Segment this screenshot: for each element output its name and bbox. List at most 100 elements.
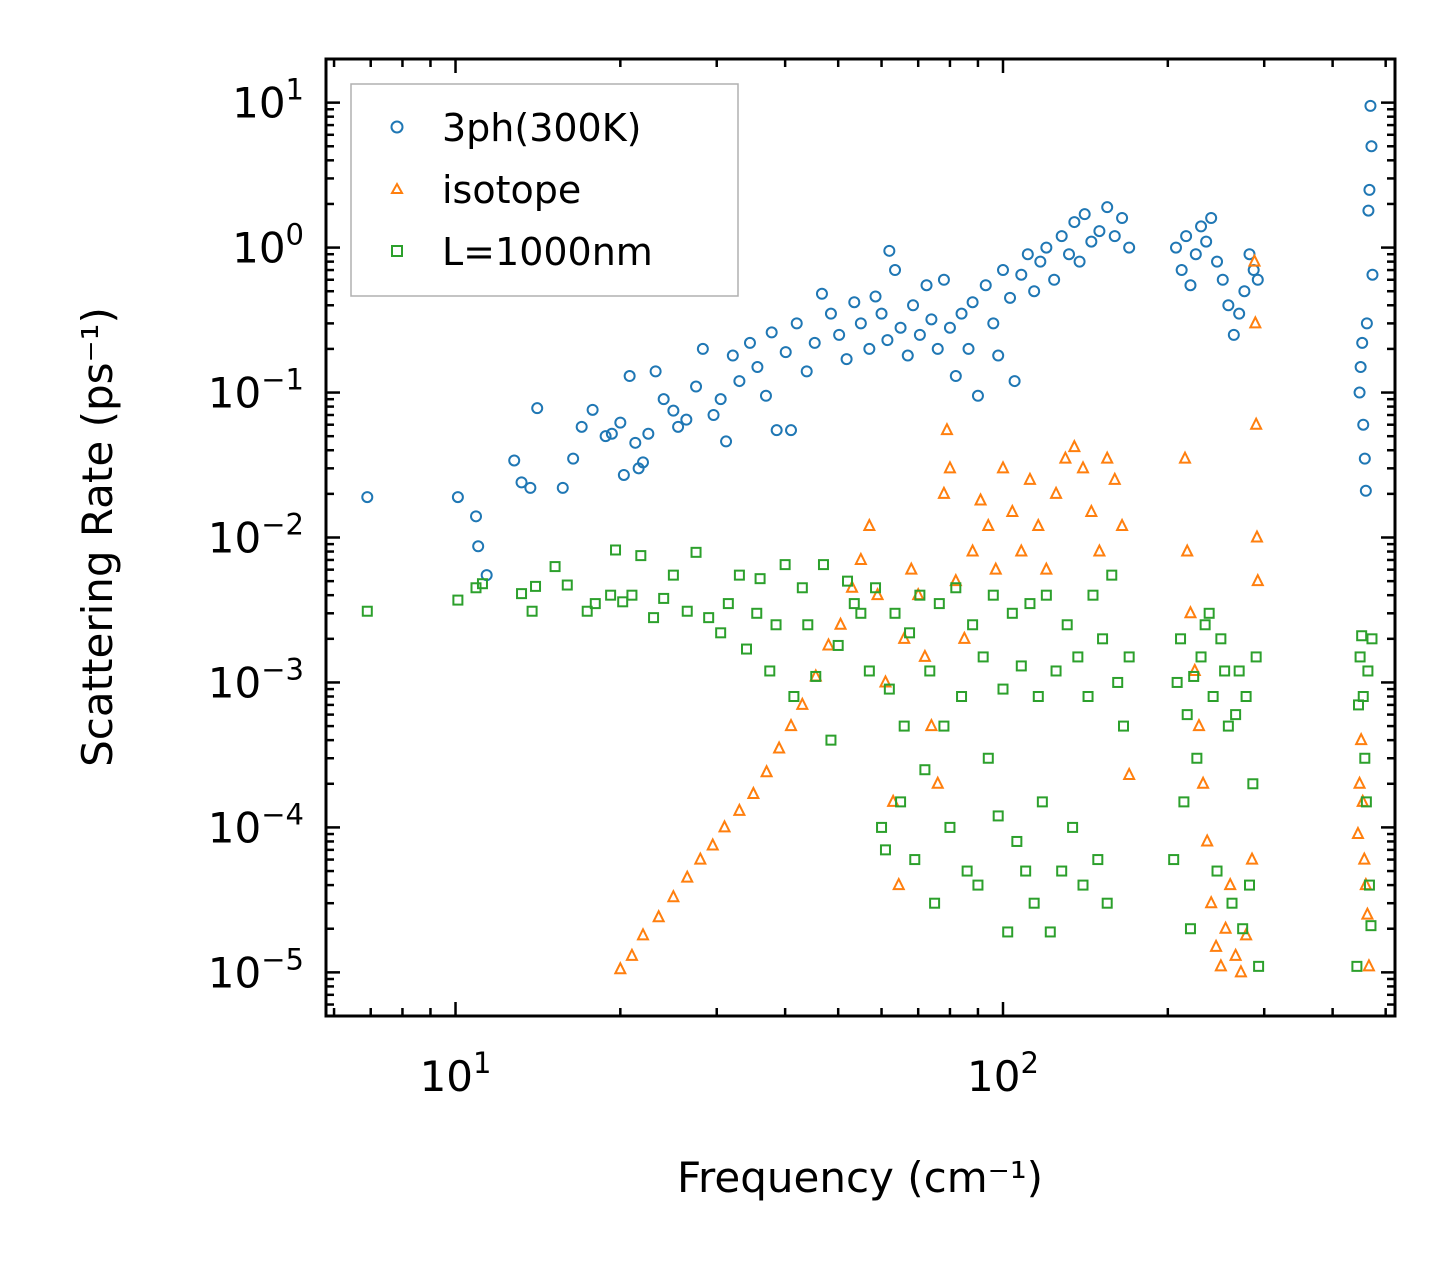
data-point	[996, 460, 1010, 474]
data-point	[770, 619, 782, 631]
data-point	[1036, 796, 1048, 808]
data-point	[451, 491, 464, 504]
data-point	[614, 416, 627, 429]
data-point	[962, 342, 975, 355]
data-point	[1004, 291, 1017, 304]
data-point	[1358, 452, 1371, 465]
data-point	[833, 616, 848, 630]
data-point	[1067, 821, 1079, 833]
y-tick-label: 101	[232, 73, 304, 128]
data-point	[1253, 960, 1265, 972]
data-point	[1199, 619, 1211, 631]
data-point	[862, 517, 876, 532]
data-point	[889, 264, 902, 277]
data-point	[1200, 235, 1213, 248]
y-tick-label: 10−4	[208, 797, 304, 852]
data-point	[824, 307, 837, 320]
data-point	[1123, 241, 1136, 254]
data-point	[943, 460, 957, 474]
data-point	[825, 734, 837, 746]
data-point	[1191, 752, 1203, 764]
data-point	[937, 485, 951, 499]
data-point	[1178, 450, 1192, 464]
data-point	[561, 579, 573, 591]
data-point	[1028, 285, 1041, 298]
data-point	[667, 404, 680, 417]
data-point	[1362, 665, 1374, 677]
tick-labels-layer: 101 102 10−5 10−4 10−3 10−2 10−1 100 101	[208, 73, 1039, 1101]
data-point	[870, 582, 882, 594]
y-tick-label: 10−5	[208, 942, 304, 997]
data-points-layer	[361, 99, 1379, 978]
data-point	[575, 420, 588, 433]
data-point	[1020, 865, 1032, 877]
data-point	[802, 619, 814, 631]
data-point	[672, 420, 685, 433]
data-point	[759, 389, 772, 402]
data-point	[1108, 471, 1122, 485]
data-point	[913, 328, 926, 341]
data-point	[889, 607, 901, 619]
data-point	[973, 492, 988, 506]
data-point	[1175, 633, 1187, 645]
data-point	[1014, 543, 1028, 557]
data-point	[1112, 676, 1124, 688]
data-point	[1101, 897, 1113, 909]
data-point	[989, 561, 1003, 575]
data-point	[772, 740, 786, 754]
data-point	[617, 468, 630, 481]
data-point	[1223, 876, 1237, 891]
data-point	[883, 683, 895, 695]
data-point	[452, 594, 464, 606]
data-point	[1362, 204, 1375, 217]
data-point	[1181, 709, 1193, 721]
data-point	[717, 819, 732, 833]
data-point	[1237, 923, 1249, 935]
data-point	[1239, 927, 1253, 941]
data-point	[1356, 336, 1369, 349]
data-point	[1005, 503, 1019, 517]
data-point	[759, 764, 774, 778]
data-point	[937, 273, 950, 286]
data-point	[1188, 670, 1200, 682]
data-point	[1189, 248, 1202, 261]
data-point	[726, 349, 739, 362]
data-point	[1209, 938, 1223, 952]
data-point	[652, 909, 666, 923]
data-point	[526, 605, 538, 617]
data-point	[667, 569, 679, 581]
data-point	[1085, 235, 1098, 248]
data-point	[1359, 752, 1371, 764]
data-point	[617, 596, 629, 608]
data-point	[972, 879, 984, 891]
data-point	[987, 317, 1000, 330]
data-point	[1219, 665, 1231, 677]
data-point	[1034, 255, 1047, 268]
data-point	[1023, 471, 1037, 485]
data-point	[950, 582, 962, 594]
data-point	[815, 287, 828, 300]
data-point	[1234, 964, 1248, 978]
legend-entry-l1000nm: L=1000nm	[391, 230, 653, 274]
data-point	[1352, 775, 1367, 789]
data-point	[680, 413, 693, 426]
data-point	[1077, 879, 1089, 891]
data-point	[1357, 691, 1369, 703]
data-point	[707, 408, 720, 421]
data-point	[971, 389, 984, 402]
data-point	[706, 837, 720, 851]
data-point	[943, 321, 956, 334]
data-point	[1168, 854, 1180, 866]
data-point	[1032, 691, 1044, 703]
data-point	[1359, 484, 1372, 497]
data-point	[1021, 248, 1034, 261]
data-point	[1106, 569, 1118, 581]
data-point	[931, 342, 944, 355]
data-point	[1357, 851, 1371, 865]
data-point	[1184, 279, 1197, 292]
data-point	[1101, 201, 1114, 214]
data-point	[1214, 958, 1228, 972]
data-point	[1087, 589, 1099, 601]
data-point	[1169, 241, 1182, 254]
data-point	[1092, 543, 1107, 557]
